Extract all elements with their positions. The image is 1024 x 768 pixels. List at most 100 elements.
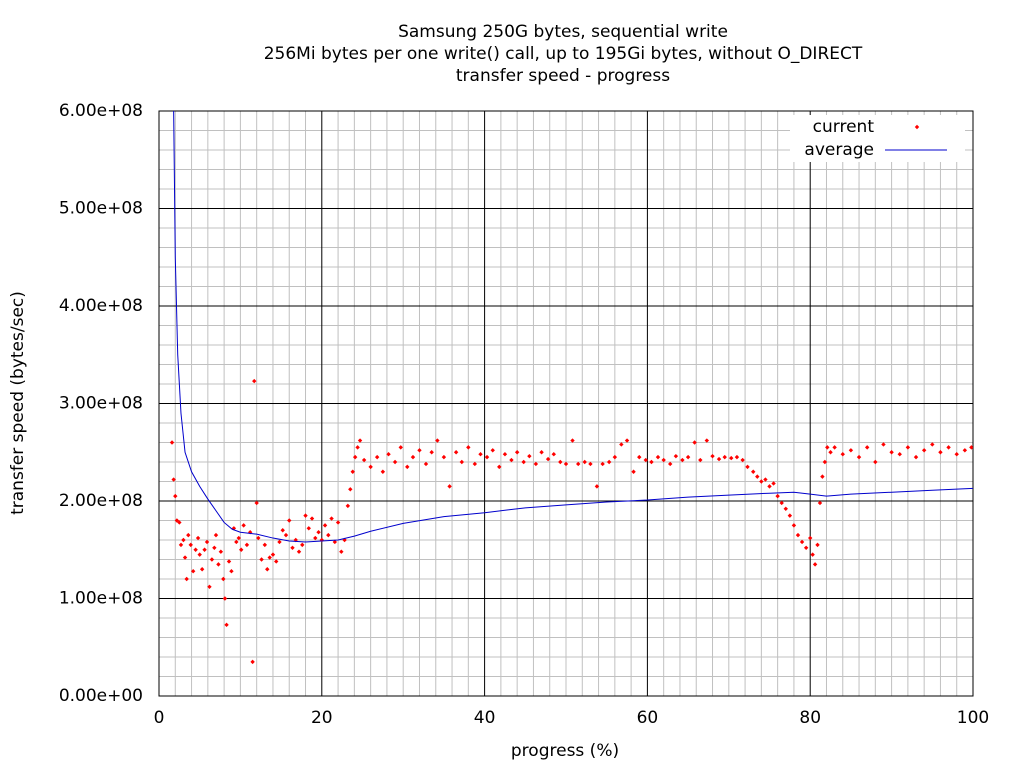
data-point <box>889 450 894 455</box>
data-point <box>177 520 182 525</box>
data-point <box>182 555 188 560</box>
data-point <box>740 457 745 463</box>
data-point <box>398 445 403 450</box>
data-point <box>490 448 495 453</box>
data-point <box>209 557 215 562</box>
data-point <box>218 549 224 554</box>
data-point <box>969 445 973 450</box>
data-point <box>873 459 878 465</box>
data-point <box>619 442 624 447</box>
data-point <box>417 448 422 453</box>
data-point <box>447 484 452 489</box>
data-point <box>815 542 820 548</box>
data-point <box>502 452 508 457</box>
data-point <box>270 552 276 557</box>
data-point <box>808 535 813 541</box>
data-point <box>685 454 691 460</box>
data-point <box>775 493 780 499</box>
data-point <box>551 452 556 457</box>
data-point <box>234 539 239 545</box>
grid: 0 20 40 60 80 100 0.00e+00 1.00e+08 2.00e+08 3.00… <box>59 101 989 728</box>
y-tick-label: 1.00e+08 <box>59 589 143 609</box>
data-point <box>729 455 734 461</box>
data-point <box>405 464 410 470</box>
data-point <box>795 532 801 538</box>
data-point <box>799 539 805 545</box>
data-point <box>897 452 902 457</box>
y-tick-label: 4.00e+08 <box>59 296 143 316</box>
data-point <box>667 461 673 467</box>
data-point <box>252 378 257 384</box>
data-point <box>803 545 809 550</box>
x-tick-label: 80 <box>799 708 821 728</box>
data-point <box>881 442 886 447</box>
x-tick-label: 0 <box>154 708 165 728</box>
data-point <box>355 445 360 450</box>
data-point <box>290 545 295 550</box>
data-point <box>913 454 919 460</box>
data-point <box>262 542 268 548</box>
data-point <box>930 442 935 447</box>
data-point <box>335 520 341 525</box>
data-point <box>181 537 186 543</box>
data-point <box>386 452 391 457</box>
data-point <box>326 532 331 538</box>
data-point <box>576 461 581 467</box>
data-point <box>392 459 398 465</box>
y-tick-label: 3.00e+08 <box>59 394 143 414</box>
data-point <box>283 532 289 538</box>
data-point <box>345 503 351 509</box>
data-point <box>441 454 447 460</box>
data-point <box>229 569 234 574</box>
x-tick-label: 20 <box>311 708 333 728</box>
legend-label: current <box>813 117 875 137</box>
data-point <box>472 461 478 467</box>
data-point <box>751 469 756 474</box>
data-point <box>828 450 833 455</box>
data-point <box>247 530 253 535</box>
data-point <box>186 532 191 538</box>
data-point <box>661 457 666 463</box>
data-point <box>303 513 308 518</box>
legend-background <box>790 115 965 139</box>
data-point <box>193 547 198 552</box>
data-point <box>624 438 630 443</box>
plot-border <box>158 110 974 697</box>
data-point <box>763 477 768 482</box>
data-point <box>322 523 328 528</box>
legend-marker <box>914 124 920 130</box>
data-point <box>962 448 968 453</box>
data-point <box>848 448 854 453</box>
x-tick-label: 100 <box>957 708 989 728</box>
data-point <box>954 452 959 457</box>
data-point <box>231 526 237 531</box>
data-point <box>339 549 344 554</box>
data-point <box>300 542 305 548</box>
data-point <box>840 452 845 457</box>
data-point <box>787 513 793 518</box>
data-point <box>533 461 539 467</box>
data-point <box>313 535 318 541</box>
data-point <box>810 552 815 557</box>
y-tick-label: 2.00e+08 <box>59 491 143 511</box>
legend-label: average <box>804 140 874 160</box>
data-point <box>673 453 679 459</box>
data-point <box>267 555 272 560</box>
x-axis-label: progress (%) <box>511 741 619 761</box>
data-point <box>212 545 217 550</box>
data-point <box>558 459 563 465</box>
data-point <box>171 477 176 482</box>
data-point <box>195 535 201 541</box>
data-point <box>759 479 764 484</box>
data-point <box>184 576 189 582</box>
data-point <box>222 596 228 601</box>
data-point <box>332 539 338 545</box>
data-point <box>259 557 264 562</box>
data-point <box>588 461 593 467</box>
data-point <box>256 535 261 541</box>
data-point <box>710 453 715 459</box>
chart-subtitle: 256Mi bytes per one write() call, up to … <box>264 44 863 64</box>
data-point <box>178 542 184 548</box>
data-point <box>545 456 551 462</box>
data-point <box>374 454 380 460</box>
